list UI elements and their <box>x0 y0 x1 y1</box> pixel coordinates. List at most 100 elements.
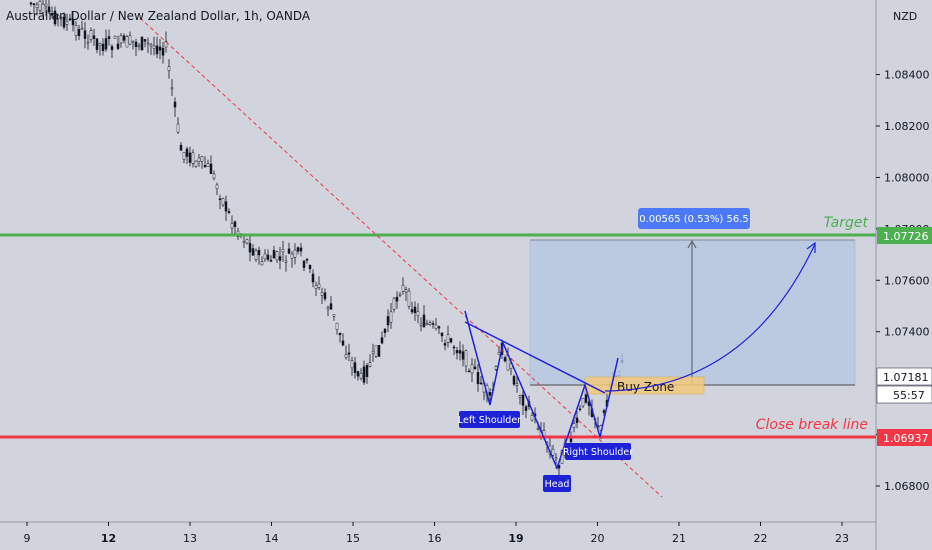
candle <box>395 291 399 309</box>
currency-label: NZD <box>893 10 917 23</box>
candle <box>158 39 162 60</box>
candle <box>140 36 144 51</box>
current-price-text: 1.07181 <box>883 371 929 384</box>
candle <box>524 404 528 419</box>
candle <box>65 13 69 31</box>
candle <box>101 38 105 56</box>
candle <box>203 156 207 168</box>
candle <box>227 208 231 215</box>
candle <box>182 151 186 164</box>
candle <box>323 288 327 302</box>
candle <box>260 256 264 266</box>
candle <box>281 240 285 262</box>
candle <box>308 264 312 273</box>
candle <box>449 337 453 344</box>
candle <box>347 343 351 362</box>
candle <box>407 287 411 310</box>
candle <box>296 246 300 255</box>
candle <box>581 398 585 409</box>
candle <box>29 1 33 7</box>
candle <box>404 286 408 302</box>
candle <box>188 146 192 167</box>
candle <box>314 281 318 297</box>
candle <box>551 444 555 457</box>
candle <box>152 36 156 56</box>
candle <box>125 34 129 48</box>
price-tick-label: 1.06800 <box>884 480 930 493</box>
candle <box>167 59 171 79</box>
candle <box>362 360 366 385</box>
time-tick-label: 9 <box>24 532 31 545</box>
time-tick-label: 16 <box>428 532 442 545</box>
candle <box>242 235 246 248</box>
candle <box>212 170 216 181</box>
candle <box>350 356 354 376</box>
candle <box>431 320 435 329</box>
candle <box>437 325 441 334</box>
candle <box>377 344 381 357</box>
candle <box>320 287 324 305</box>
candle <box>233 220 237 234</box>
candle <box>77 24 81 41</box>
candle <box>263 249 267 262</box>
candle <box>497 346 501 355</box>
price-tick-label: 1.07400 <box>884 326 930 339</box>
head-label-box <box>543 475 571 492</box>
candle <box>143 39 147 48</box>
projection-curve <box>604 243 816 392</box>
candle <box>185 146 189 164</box>
candle <box>266 249 270 262</box>
target-price-text: 1.07726 <box>883 230 929 243</box>
candle <box>275 250 279 263</box>
candle <box>416 303 420 324</box>
time-tick-label: 12 <box>101 532 116 545</box>
target-price-badge <box>877 227 932 244</box>
candle <box>146 37 150 54</box>
candle <box>173 97 177 118</box>
right-shoulder-label: Right Shoulder <box>563 447 633 458</box>
candle <box>338 332 342 343</box>
time-tick-label: 22 <box>754 532 768 545</box>
candle <box>62 12 66 30</box>
candle <box>374 345 378 359</box>
candle <box>380 331 384 345</box>
candle <box>245 238 249 245</box>
candle <box>368 354 372 368</box>
candle <box>128 31 132 46</box>
candle <box>299 242 303 257</box>
candle <box>179 142 183 151</box>
candle <box>254 248 258 262</box>
candle <box>452 345 456 356</box>
time-tick-label: 19 <box>508 532 523 545</box>
candle <box>413 301 417 321</box>
current-price-badge <box>876 367 932 386</box>
candle <box>329 296 333 310</box>
candle <box>56 13 60 27</box>
candle <box>209 155 213 174</box>
candle <box>419 317 423 332</box>
candle <box>161 41 165 64</box>
head-shoulders-pattern <box>464 310 619 471</box>
candle <box>86 34 90 50</box>
time-tick-label: 13 <box>183 532 197 545</box>
price-tick-label: 1.08200 <box>884 120 930 133</box>
candle <box>284 255 288 272</box>
candle <box>191 149 195 168</box>
candle <box>359 368 363 381</box>
time-axis: 9 12 13 14 15 16 19 20 21 22 23 <box>24 522 849 545</box>
candle <box>68 14 72 21</box>
candle <box>428 320 432 327</box>
candle <box>83 22 87 49</box>
measure-label: 0.00565 (0.53%) 56.5 <box>639 214 749 225</box>
candle <box>95 38 99 54</box>
candle <box>467 368 471 373</box>
candle <box>104 29 108 52</box>
break-label: Close break line <box>756 417 868 433</box>
candle <box>512 374 516 387</box>
candle <box>473 358 477 371</box>
candle <box>197 153 201 167</box>
candle <box>53 6 57 27</box>
candle <box>425 319 429 326</box>
candle <box>224 195 228 221</box>
